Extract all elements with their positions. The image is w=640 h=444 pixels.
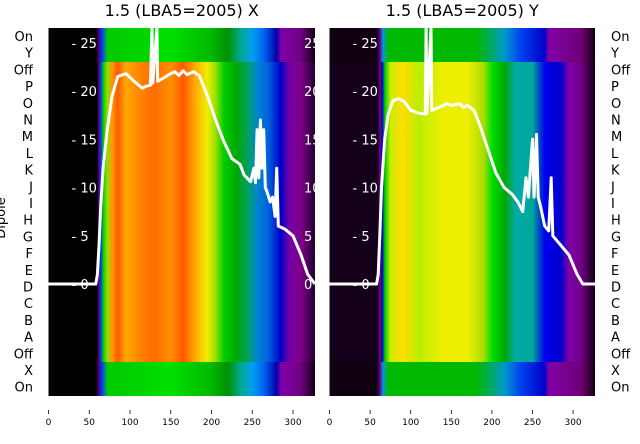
row-label: P: [611, 80, 619, 95]
series-line-X: [48, 28, 315, 286]
y-tick-label: - 15: [72, 133, 97, 148]
y-tick-label: - 15: [353, 133, 378, 148]
row-label: X: [611, 364, 620, 379]
y-tick-label-right: 5: [304, 230, 312, 245]
y-tick-label: - 20: [353, 85, 378, 100]
row-label: I: [29, 197, 33, 212]
row-label: H: [23, 214, 33, 229]
x-tick-label: 250: [244, 418, 261, 428]
row-label: F: [611, 247, 618, 262]
x-tick-label: 150: [443, 418, 460, 428]
row-label: B: [24, 314, 33, 329]
x-tick-label: 300: [284, 418, 301, 428]
row-label: K: [611, 164, 620, 179]
y-tick-label: - 10: [72, 182, 97, 197]
panel-x: 1.5 (LBA5=2005) X- 0 0- 5 5- 10 10- 15 15- 2…: [46, 1, 321, 428]
chart-title: 1.5 (LBA5=2005) X: [105, 1, 259, 20]
row-label: O: [611, 97, 621, 112]
row-label: Off: [14, 347, 34, 362]
x-tick-label: 200: [203, 418, 220, 428]
y-tick-label-right: 15: [304, 133, 321, 148]
row-label: A: [24, 331, 33, 346]
y-tick-label: - 20: [72, 85, 97, 100]
row-label: A: [611, 331, 620, 346]
y-tick-label: - 5: [353, 230, 370, 245]
y-axis-label: Dipole: [0, 197, 9, 238]
x-tick-label: 50: [364, 418, 376, 428]
heatmap-band-bottom: [48, 362, 315, 396]
panel-y: 1.5 (LBA5=2005) Y- 0- 5- 10- 15- 20- 250…: [327, 1, 595, 428]
heatmap-band-top: [329, 28, 595, 62]
row-label: M: [611, 130, 622, 145]
heatmap: [48, 28, 315, 396]
row-label: On: [611, 381, 629, 396]
row-label: F: [26, 247, 33, 262]
x-tick-label: 100: [402, 418, 419, 428]
row-label: K: [24, 164, 33, 179]
row-label: E: [611, 264, 619, 279]
row-label: J: [28, 180, 33, 195]
y-tick-label: - 25: [72, 37, 97, 52]
row-label: O: [23, 97, 33, 112]
row-label: E: [25, 264, 33, 279]
row-label: D: [23, 281, 33, 296]
y-tick-label-right: 25: [304, 37, 321, 52]
row-label: C: [24, 297, 33, 312]
x-tick-label: 100: [121, 418, 138, 428]
x-tick-label: 50: [84, 418, 96, 428]
row-label: J: [610, 180, 615, 195]
y-tick-label-right: 0: [304, 278, 312, 293]
y-tick-label-right: 10: [304, 182, 321, 197]
row-label: Off: [611, 63, 631, 78]
row-label: L: [26, 147, 34, 162]
row-label: P: [25, 80, 33, 95]
y-tick-label: - 25: [353, 37, 378, 52]
row-label: M: [22, 130, 33, 145]
heatmap: [329, 28, 595, 396]
row-label: Y: [24, 47, 33, 62]
x-tick-label: 250: [524, 418, 541, 428]
row-label: N: [23, 114, 33, 129]
row-label: Off: [611, 347, 631, 362]
row-label: On: [15, 381, 33, 396]
x-tick-label: 0: [327, 418, 333, 428]
chart-title: 1.5 (LBA5=2005) Y: [386, 1, 539, 20]
x-tick-label: 300: [564, 418, 581, 428]
row-label: C: [611, 297, 620, 312]
row-label: H: [611, 214, 621, 229]
row-label: B: [611, 314, 620, 329]
x-tick-label: 0: [46, 418, 52, 428]
row-label: G: [23, 230, 33, 245]
heatmap-band-top: [48, 28, 315, 62]
row-label: N: [611, 114, 621, 129]
series-line-Y: [329, 28, 595, 286]
y-tick-label: - 5: [72, 230, 89, 245]
x-tick-label: 200: [483, 418, 500, 428]
row-label: Off: [14, 63, 34, 78]
row-label: D: [611, 281, 621, 296]
row-label: G: [611, 230, 621, 245]
row-label: Y: [610, 47, 619, 62]
x-tick-label: 150: [162, 418, 179, 428]
row-label: X: [24, 364, 33, 379]
y-tick-label-right: 20: [304, 85, 321, 100]
heatmap-band-bottom: [329, 362, 595, 396]
row-label: L: [611, 147, 619, 162]
row-label: On: [15, 30, 33, 45]
heatmap-band-middle: [48, 62, 315, 362]
y-tick-label: - 10: [353, 182, 378, 197]
row-label: I: [611, 197, 615, 212]
row-label: On: [611, 30, 629, 45]
